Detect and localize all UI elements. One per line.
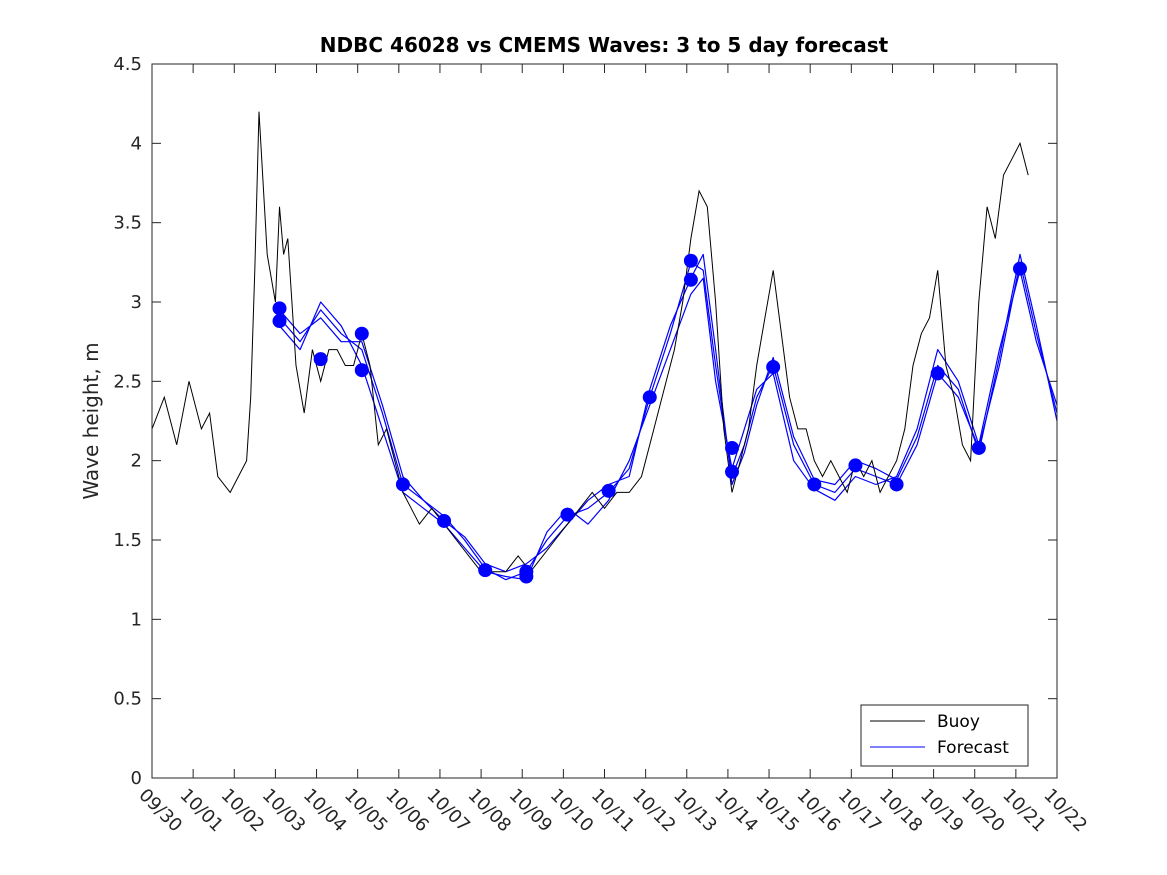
forecast-marker (560, 507, 575, 522)
forecast-marker (725, 464, 740, 479)
buoy-series-line (151, 111, 1029, 573)
forecast-marker (354, 326, 369, 341)
forecast-marker (601, 483, 616, 498)
forecast-marker (395, 477, 410, 492)
forecast-marker (971, 440, 986, 455)
y-tick-label: 4 (131, 133, 142, 154)
forecast-marker (354, 363, 369, 378)
y-tick-label: 0.5 (113, 689, 142, 710)
forecast-marker (766, 360, 781, 375)
y-tick-label: 1 (131, 609, 142, 630)
y-tick-label: 4.5 (113, 54, 142, 75)
forecast-marker (725, 440, 740, 455)
legend-buoy-label: Buoy (937, 712, 980, 732)
forecast-marker (1012, 261, 1027, 276)
legend-box (860, 704, 1029, 767)
legend-forecast-label: Forecast (937, 738, 1009, 758)
y-axis-label: Wave height, m (79, 342, 103, 499)
forecast-series-line (279, 269, 1058, 581)
legend: Buoy Forecast (860, 704, 1029, 767)
forecast-marker (848, 458, 863, 473)
forecast-marker (519, 569, 534, 584)
y-tick-label: 3 (131, 292, 142, 313)
forecast-marker (889, 477, 904, 492)
forecast-marker (272, 314, 287, 329)
y-tick-label: 2.5 (113, 371, 142, 392)
forecast-marker (642, 390, 657, 405)
y-tick-label: 3.5 (113, 213, 142, 234)
forecast-marker (478, 563, 493, 578)
forecast-marker (807, 477, 822, 492)
y-axis-ticks: 0 0.5 1 1.5 2 2.5 3 3.5 4 4.5 (113, 54, 1057, 789)
forecast-marker (437, 513, 452, 528)
marker-layer (272, 253, 1027, 584)
forecast-marker (683, 253, 698, 268)
forecast-marker (313, 352, 328, 367)
y-tick-label: 0 (131, 768, 142, 789)
forecast-marker (683, 272, 698, 287)
forecast-marker (272, 301, 287, 316)
y-tick-label: 1.5 (113, 530, 142, 551)
forecast-marker (930, 366, 945, 381)
y-tick-label: 2 (131, 451, 142, 472)
chart-title: NDBC 46028 vs CMEMS Waves: 3 to 5 day fo… (320, 33, 889, 57)
